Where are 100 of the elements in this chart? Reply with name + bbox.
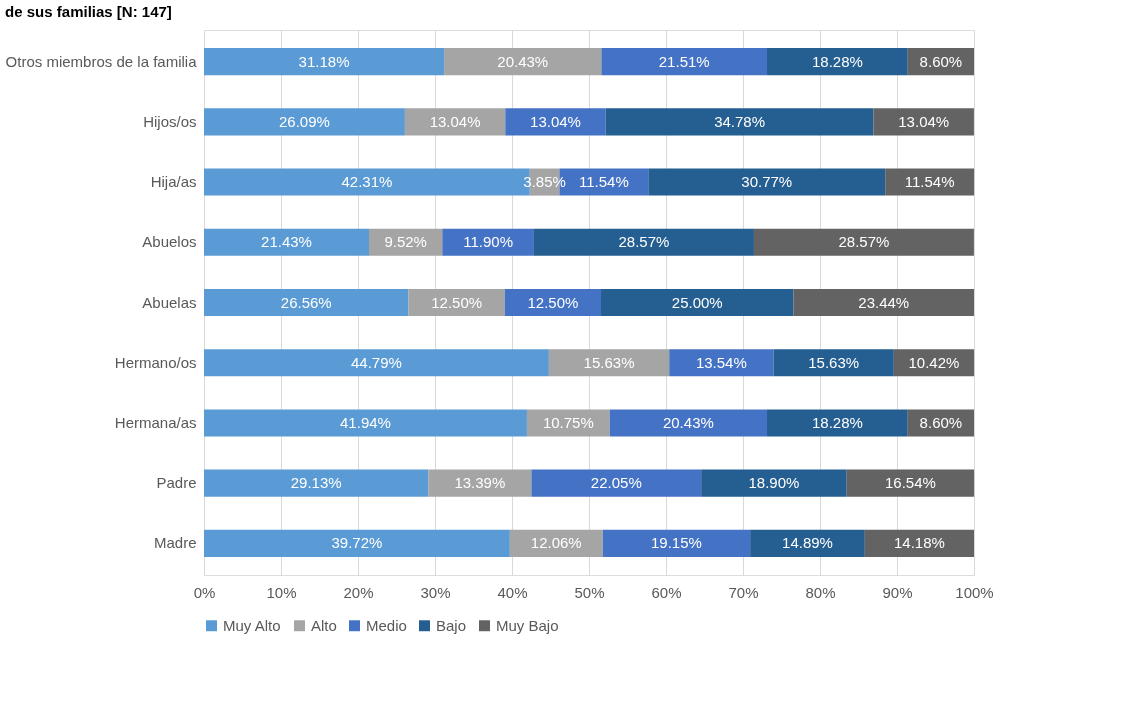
data-label: 28.57% <box>618 233 670 251</box>
chart-title: de sus familias [N: 147] <box>5 3 172 20</box>
bar <box>701 469 847 497</box>
data-label: 29.13% <box>290 474 342 492</box>
data-label: 12.06% <box>530 534 582 552</box>
bar <box>609 409 768 437</box>
bar <box>204 349 549 377</box>
data-label: 8.60% <box>919 413 963 431</box>
data-label: 16.54% <box>884 474 936 492</box>
data-label: 26.56% <box>280 293 332 311</box>
data-label: 15.63% <box>583 353 635 371</box>
bar <box>773 349 894 377</box>
legend-label: Alto <box>311 616 337 634</box>
y-tick-label: Madre <box>153 534 197 552</box>
x-tick-label: 40% <box>497 583 528 601</box>
bar <box>602 529 751 557</box>
data-label: 11.54% <box>904 173 955 191</box>
data-label: 12.50% <box>431 293 483 311</box>
data-label: 20.43% <box>662 413 714 431</box>
data-label: 18.28% <box>811 52 863 70</box>
data-label: 26.09% <box>279 112 330 130</box>
x-tick-label: 30% <box>420 583 451 601</box>
bar <box>505 108 606 136</box>
x-tick-label: 90% <box>882 583 913 601</box>
data-label: 23.44% <box>858 293 910 311</box>
y-tick-label: Abuelas <box>142 293 197 311</box>
y-tick-label: Hija/as <box>150 173 197 191</box>
data-label: 13.04% <box>530 112 581 130</box>
data-label: 14.89% <box>782 534 833 552</box>
bar <box>753 228 974 256</box>
data-label: 18.28% <box>811 413 863 431</box>
bar <box>669 349 774 377</box>
bar <box>548 349 670 377</box>
data-label: 41.94% <box>340 413 391 431</box>
bar <box>767 48 908 76</box>
data-label: 21.51% <box>658 52 710 70</box>
data-label: 22.05% <box>590 474 642 492</box>
data-label: 25.00% <box>671 293 723 311</box>
data-label: 31.18% <box>298 52 350 70</box>
data-label: 13.04% <box>429 112 481 130</box>
data-label: 10.75% <box>542 413 594 431</box>
bar <box>204 48 445 76</box>
x-tick-label: 0% <box>193 583 216 601</box>
data-label: 8.60% <box>919 52 963 70</box>
bar <box>442 228 534 256</box>
data-label: 14.18% <box>893 534 945 552</box>
x-tick-label: 20% <box>343 583 374 601</box>
bar <box>767 409 908 437</box>
bar <box>533 228 754 256</box>
data-label: 15.63% <box>808 353 860 371</box>
data-label: 30.77% <box>741 173 793 191</box>
legend-label: Muy Alto <box>223 616 281 634</box>
legend-label: Bajo <box>436 616 467 634</box>
data-label: 18.90% <box>748 474 800 492</box>
bar <box>204 288 409 317</box>
x-tick-label: 80% <box>805 583 836 601</box>
bar <box>793 288 974 317</box>
x-tick-label: 100% <box>955 583 994 601</box>
data-label: 20.43% <box>497 52 549 70</box>
bar <box>601 288 794 317</box>
x-tick-label: 10% <box>266 583 297 601</box>
legend-label: Muy Bajo <box>496 616 559 634</box>
bar <box>204 228 370 256</box>
y-tick-label: Abuelos <box>142 233 197 251</box>
data-label: 12.50% <box>527 293 579 311</box>
bar <box>204 529 510 557</box>
bar <box>204 108 405 136</box>
data-label: 13.39% <box>454 474 506 492</box>
legend-label: Medio <box>366 616 407 634</box>
bar <box>846 469 975 497</box>
y-tick-label: Padre <box>156 474 197 492</box>
bar <box>204 409 527 437</box>
bar <box>531 469 702 497</box>
bar <box>864 529 974 557</box>
bar <box>204 469 429 497</box>
bar <box>750 529 865 557</box>
data-label: 42.31% <box>341 173 393 191</box>
x-tick-label: 50% <box>574 583 605 601</box>
bar <box>601 48 768 76</box>
x-tick-label: 70% <box>728 583 759 601</box>
bar <box>444 48 602 76</box>
data-label: 9.52% <box>384 233 427 251</box>
data-label: 10.42% <box>908 353 960 371</box>
bar <box>605 108 874 136</box>
y-tick-label: Hermana/as <box>114 413 197 431</box>
data-label: 19.15% <box>651 534 702 552</box>
data-label: 13.54% <box>695 353 747 371</box>
y-tick-label: Otros miembros de la familia <box>5 52 198 70</box>
data-label: 11.90% <box>463 233 514 251</box>
data-label: 28.57% <box>838 233 890 251</box>
y-tick-label: Hermano/os <box>114 353 197 371</box>
data-label: 34.78% <box>714 112 766 130</box>
data-label: 21.43% <box>261 233 312 251</box>
y-tick-label: Hijos/os <box>143 112 197 130</box>
data-label: 44.79% <box>351 353 402 371</box>
x-tick-label: 60% <box>651 583 682 601</box>
data-label: 11.54% <box>578 173 629 191</box>
data-label: 39.72% <box>331 534 383 552</box>
data-label: 13.04% <box>898 112 950 130</box>
bar <box>648 168 886 196</box>
